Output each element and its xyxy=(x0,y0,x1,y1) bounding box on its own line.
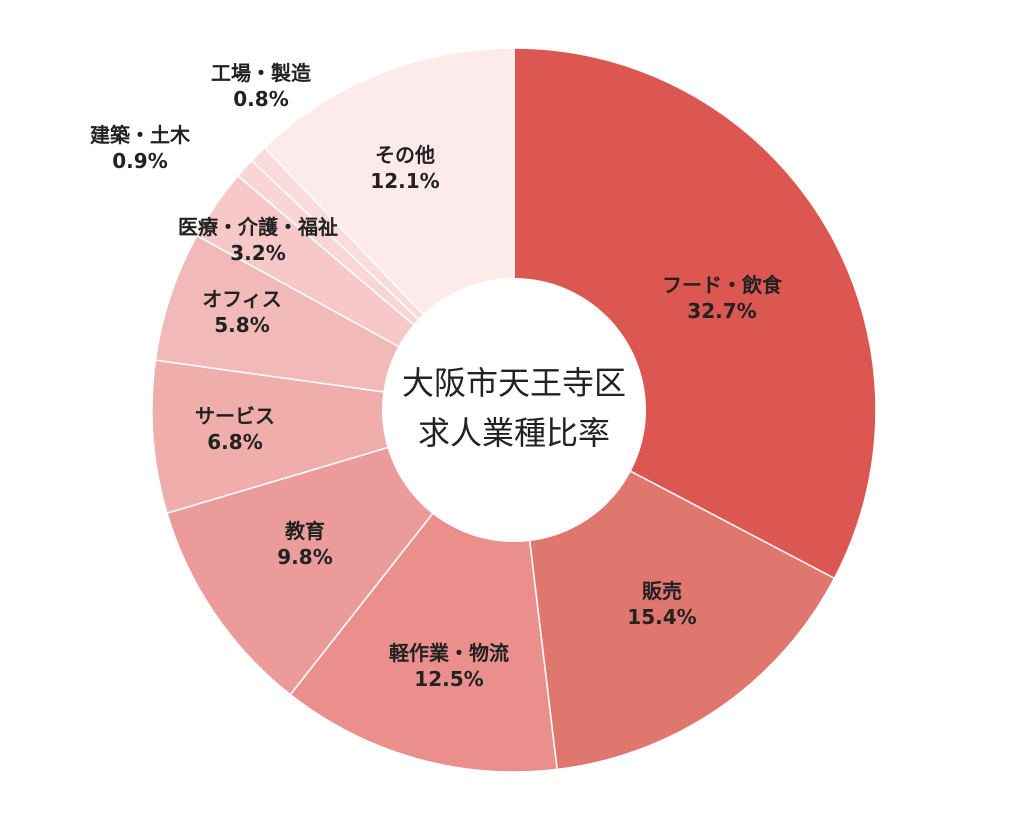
slice-category-label: 軽作業・物流 xyxy=(389,641,509,665)
slice-percent-label: 3.2% xyxy=(230,241,285,265)
slice-category-label: サービス xyxy=(195,404,275,428)
chart-title-line-1: 大阪市天王寺区 xyxy=(402,364,626,402)
slice-percent-label: 12.1% xyxy=(370,169,439,193)
slice-category-label: その他 xyxy=(375,143,435,167)
slice-category-label: 医療・介護・福祉 xyxy=(178,215,338,239)
slice-percent-label: 12.5% xyxy=(414,667,483,691)
slice-percent-label: 9.8% xyxy=(277,545,332,569)
slice-category-label: 販売 xyxy=(642,579,682,603)
slice-percent-label: 0.9% xyxy=(112,149,167,173)
slice-percent-label: 15.4% xyxy=(627,605,696,629)
slice-percent-label: 32.7% xyxy=(687,299,756,323)
slice-category-label: フード・飲食 xyxy=(662,273,783,297)
slice-category-label: 建築・土木 xyxy=(90,123,191,147)
slice-percent-label: 5.8% xyxy=(214,313,269,337)
chart-title-line-2: 求人業種比率 xyxy=(418,414,610,452)
slice-percent-label: 6.8% xyxy=(207,430,262,454)
donut-center-hole xyxy=(382,278,646,542)
slice-category-label: 工場・製造 xyxy=(211,61,312,85)
slice-category-label: オフィス xyxy=(202,287,282,311)
slice-percent-label: 0.8% xyxy=(233,87,288,111)
slice-category-label: 教育 xyxy=(285,519,325,543)
